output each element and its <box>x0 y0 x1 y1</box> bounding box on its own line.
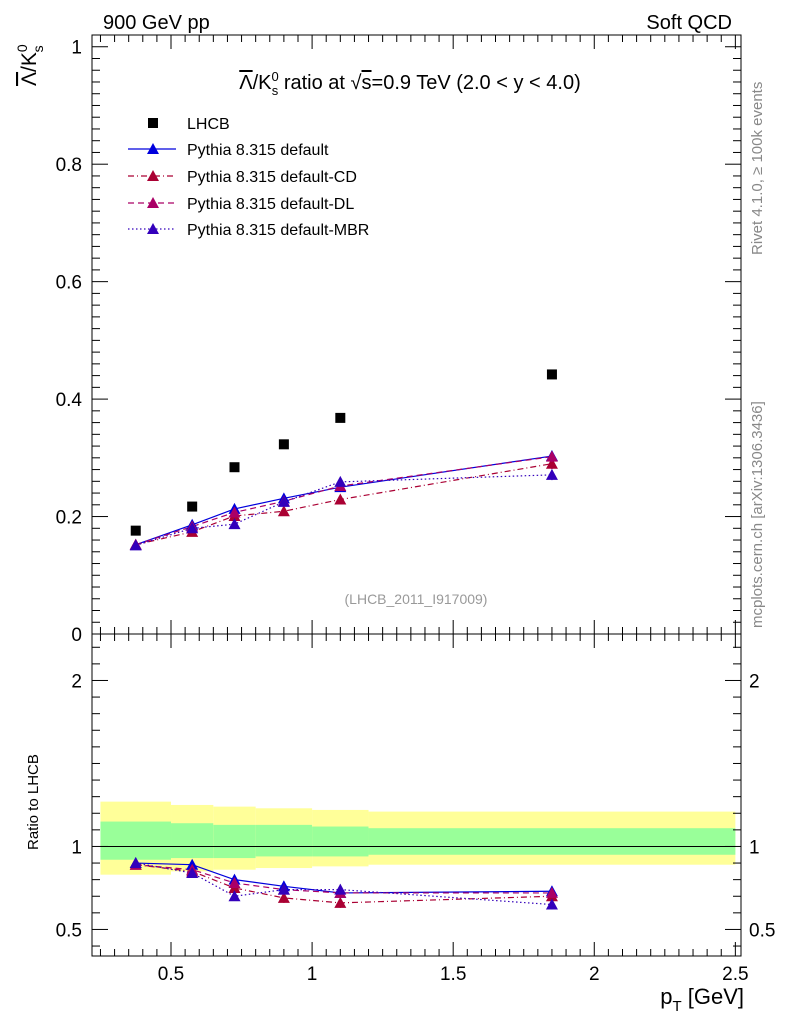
legend-label-mbr: Pythia 8.315 default-MBR <box>187 222 369 239</box>
legend-label-default: Pythia 8.315 default <box>187 142 329 159</box>
ratio-data-point <box>545 886 558 898</box>
ratio-y-tick-label: 1 <box>71 837 82 858</box>
data-point-mc <box>545 457 558 469</box>
data-point-lhcb <box>130 525 141 536</box>
x-tick-label: 1.5 <box>440 964 466 985</box>
ratio-y-tick-label: 2 <box>71 671 82 692</box>
legend-label-lhcb: LHCB <box>187 116 230 133</box>
data-point-mc <box>545 450 558 462</box>
ratio-data-point <box>277 891 290 903</box>
ratio-plot: 0.5 0.5 1 1 2 2 0.5 1 1.5 2 2.5 <box>56 633 775 985</box>
ratio-data-point <box>228 890 241 902</box>
header-left: 900 GeV pp <box>103 12 210 34</box>
x-tick-label: 2 <box>589 964 600 985</box>
main-y-tick-label: 0.6 <box>56 273 82 294</box>
legend-entry-mbr: Pythia 8.315 default-MBR <box>128 222 369 239</box>
main-ylabel: Λ/K0s <box>14 44 46 86</box>
data-point-mc <box>228 518 241 530</box>
mcplots-label: mcplots.cern.ch [arXiv:1306.3436] <box>749 401 766 628</box>
ratio-data-point <box>129 857 142 869</box>
data-point-mc <box>277 505 290 517</box>
main-plot: 0 0.2 0.4 0.6 0.8 1 <box>56 34 742 646</box>
main-y-tick-label: 0.8 <box>56 155 82 176</box>
x-tick-label: 1 <box>307 964 318 985</box>
x-tick-label: 0.5 <box>158 964 184 985</box>
main-series-line <box>135 463 553 546</box>
data-point-mc <box>277 495 290 507</box>
ratio-data-point <box>334 883 347 895</box>
data-point-mc <box>334 493 347 505</box>
ratio-data-point <box>334 896 347 908</box>
ratio-y-tick-label-right: 2 <box>749 671 760 692</box>
main-y-tick-label: 0.2 <box>56 508 82 529</box>
data-point-lhcb <box>546 369 557 380</box>
main-y-tick-label: 0.4 <box>56 390 83 411</box>
ratio-data-point <box>277 883 290 895</box>
ratio-y-tick-label: 0.5 <box>56 920 82 941</box>
uncertainty-band-green <box>368 828 736 855</box>
legend-label-cd: Pythia 8.315 default-CD <box>187 169 357 186</box>
uncertainty-band-green <box>312 826 369 857</box>
legend-entry-default: Pythia 8.315 default <box>128 142 329 159</box>
ratio-frame <box>91 633 742 957</box>
legend-entry-lhcb: LHCB <box>148 116 230 133</box>
main-series-line <box>135 474 552 546</box>
uncertainty-band-green <box>255 824 313 857</box>
data-point-mc <box>545 468 558 480</box>
ratio-data-point <box>186 867 199 879</box>
legend: LHCB Pythia 8.315 default Pythia 8.315 d… <box>128 116 369 239</box>
main-y-tick-label: 1 <box>71 38 82 59</box>
ratio-data-point <box>545 898 558 910</box>
ratio-y-tick-label-right: 1 <box>749 837 760 858</box>
x-tick-label: 2.5 <box>722 964 748 985</box>
svg-text:Λ/K0s: Λ/K0s <box>14 44 46 86</box>
main-y-tick-label: 0 <box>71 625 82 646</box>
data-point-lhcb <box>229 462 240 473</box>
data-point-mc <box>228 506 241 518</box>
legend-entry-dl: Pythia 8.315 default-DL <box>128 196 354 213</box>
ratio-ylabel: Ratio to LHCB <box>25 754 42 850</box>
data-point-lhcb <box>187 501 198 512</box>
analysis-watermark: (LHCB_2011_I917009) <box>345 591 488 607</box>
data-point-mc <box>129 539 142 551</box>
data-point-mc <box>186 522 199 534</box>
x-axis-label: pT [GeV] <box>660 984 744 1015</box>
data-point-lhcb <box>278 439 289 450</box>
main-series-line <box>135 455 553 546</box>
legend-entry-cd: Pythia 8.315 default-CD <box>128 169 357 186</box>
header-right: Soft QCD <box>646 12 732 34</box>
uncertainty-band-green <box>171 823 214 859</box>
ratio-y-tick-label-right: 0.5 <box>749 920 775 941</box>
rivet-label: Rivet 4.1.0, ≥ 100k events <box>749 82 766 255</box>
main-title: Λ/K0 s ratio at √s=0.9 TeV (2.0 < y < 4.0… <box>239 69 580 98</box>
data-point-mc <box>334 475 347 487</box>
legend-label-dl: Pythia 8.315 default-DL <box>187 196 354 213</box>
uncertainty-band-green <box>100 821 172 860</box>
uncertainty-band-green <box>213 824 256 859</box>
ratio-data-point <box>228 876 241 888</box>
ratio-series-line <box>135 864 552 894</box>
data-point-lhcb <box>335 412 346 423</box>
